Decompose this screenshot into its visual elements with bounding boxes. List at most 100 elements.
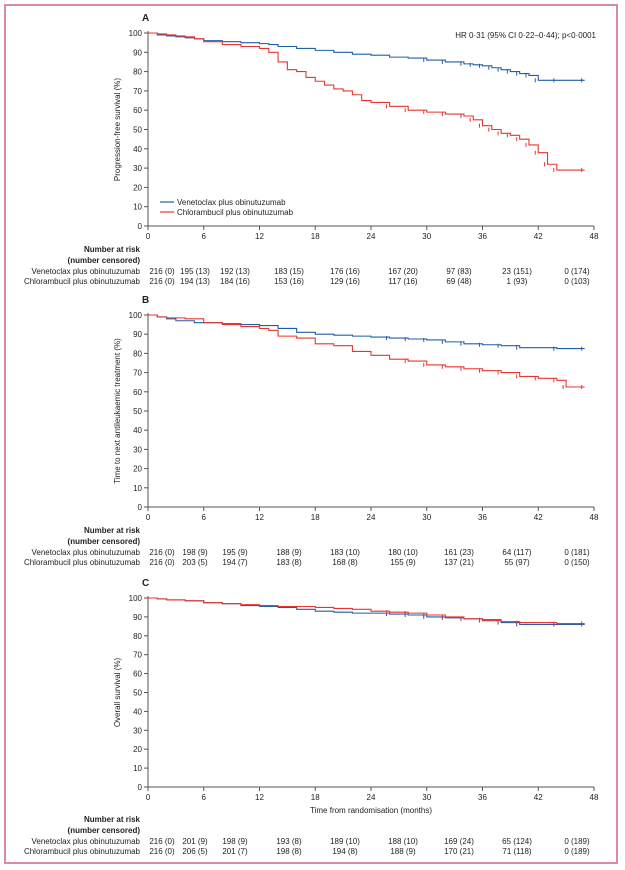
risk-cell: 0 (181) — [564, 548, 590, 557]
y-tick-label: 90 — [133, 48, 142, 57]
y-tick-label: 40 — [133, 145, 142, 154]
risk-cell: 194 (7) — [222, 558, 248, 567]
x-tick-label: 6 — [202, 793, 207, 802]
risk-cell: 188 (9) — [276, 548, 302, 557]
risk-cell: 198 (9) — [182, 548, 208, 557]
km-curve-chlorambucil — [148, 597, 585, 625]
x-tick-label: 36 — [478, 513, 487, 522]
risk-cell: 64 (117) — [502, 548, 532, 557]
risk-cell: 194 (8) — [332, 847, 358, 856]
risk-cell: 117 (16) — [388, 277, 418, 286]
risk-cell: 69 (48) — [446, 277, 472, 286]
risk-cell: 201 (9) — [182, 837, 208, 846]
x-tick-label: 48 — [590, 513, 599, 522]
y-tick-label: 50 — [133, 689, 142, 698]
y-tick-label: 70 — [133, 87, 142, 96]
x-tick-label: 18 — [311, 232, 320, 241]
km-curve-chlorambucil — [148, 314, 585, 388]
panel-label: C — [142, 578, 149, 589]
y-tick-label: 70 — [133, 651, 142, 660]
y-tick-label: 40 — [133, 707, 142, 716]
x-tick-label: 18 — [311, 793, 320, 802]
y-tick-label: 80 — [133, 68, 142, 77]
y-tick-label: 50 — [133, 126, 142, 135]
x-tick-label: 12 — [255, 513, 264, 522]
risk-cell: 195 (9) — [222, 548, 248, 557]
risk-cell: 137 (21) — [444, 558, 474, 567]
y-tick-label: 30 — [133, 164, 142, 173]
risk-cell: 129 (16) — [330, 277, 360, 286]
km-curve-venetoclax — [148, 32, 585, 81]
hazard-ratio-annotation: HR 0·31 (95% CI 0·22–0·44); p<0·0001 — [455, 31, 596, 40]
y-tick-label: 90 — [133, 330, 142, 339]
risk-cell: 201 (7) — [222, 847, 248, 856]
risk-cell: 0 (150) — [564, 558, 590, 567]
risk-cell: 0 (189) — [564, 847, 590, 856]
x-tick-label: 0 — [146, 232, 151, 241]
x-tick-label: 6 — [202, 513, 207, 522]
risk-table-subheader: (number censored) — [68, 537, 141, 546]
y-tick-label: 40 — [133, 426, 142, 435]
y-tick-label: 80 — [133, 349, 142, 358]
x-tick-label: 42 — [534, 793, 543, 802]
risk-row-label: Chlorambucil plus obinutuzumab — [24, 558, 141, 567]
y-tick-label: 70 — [133, 369, 142, 378]
x-tick-label: 12 — [255, 232, 264, 241]
risk-cell: 169 (24) — [444, 837, 474, 846]
risk-row-label: Venetoclax plus obinutuzumab — [31, 548, 140, 557]
risk-cell: 0 (189) — [564, 837, 590, 846]
y-tick-label: 20 — [133, 183, 142, 192]
y-tick-label: 80 — [133, 632, 142, 641]
risk-row-label: Chlorambucil plus obinutuzumab — [24, 847, 141, 856]
risk-cell: 170 (21) — [444, 847, 474, 856]
panel-label: B — [142, 295, 149, 306]
x-axis-label: Time from randomisation (months) — [310, 806, 432, 815]
x-tick-label: 48 — [590, 793, 599, 802]
risk-cell: 216 (0) — [149, 277, 175, 286]
y-tick-label: 100 — [129, 311, 143, 320]
x-tick-label: 24 — [367, 513, 376, 522]
y-axis-label: Overall survival (%) — [113, 657, 122, 727]
risk-cell: 176 (16) — [330, 267, 360, 276]
risk-cell: 71 (118) — [502, 847, 532, 856]
risk-cell: 97 (83) — [446, 267, 472, 276]
risk-cell: 188 (10) — [388, 837, 418, 846]
x-tick-label: 0 — [146, 793, 151, 802]
y-axis-label: Time to next antileukaemic treatment (%) — [113, 338, 122, 484]
risk-table-header: Number at risk — [84, 815, 141, 824]
risk-cell: 183 (15) — [274, 267, 304, 276]
risk-cell: 183 (10) — [330, 548, 360, 557]
y-tick-label: 0 — [138, 222, 143, 231]
risk-row-label: Chlorambucil plus obinutuzumab — [24, 277, 141, 286]
x-tick-label: 24 — [367, 232, 376, 241]
risk-cell: 1 (93) — [507, 277, 528, 286]
y-tick-label: 30 — [133, 726, 142, 735]
legend-label: Chlorambucil plus obinutuzumab — [177, 208, 294, 217]
risk-cell: 206 (5) — [182, 847, 208, 856]
y-tick-label: 50 — [133, 407, 142, 416]
y-tick-label: 10 — [133, 484, 142, 493]
risk-table-header: Number at risk — [84, 526, 141, 535]
risk-cell: 216 (0) — [149, 267, 175, 276]
risk-cell: 23 (151) — [502, 267, 532, 276]
y-tick-label: 60 — [133, 670, 142, 679]
risk-cell: 65 (124) — [502, 837, 532, 846]
y-tick-label: 60 — [133, 388, 142, 397]
risk-cell: 216 (0) — [149, 548, 175, 557]
risk-cell: 168 (8) — [332, 558, 358, 567]
panel-label: A — [142, 13, 149, 24]
x-tick-label: 6 — [202, 232, 207, 241]
x-tick-label: 24 — [367, 793, 376, 802]
risk-table-subheader: (number censored) — [68, 256, 141, 265]
y-tick-label: 100 — [129, 594, 143, 603]
y-tick-label: 0 — [138, 783, 143, 792]
risk-row-label: Venetoclax plus obinutuzumab — [31, 837, 140, 846]
risk-cell: 198 (8) — [276, 847, 302, 856]
risk-table-header: Number at risk — [84, 245, 141, 254]
risk-cell: 216 (0) — [149, 558, 175, 567]
risk-cell: 189 (10) — [330, 837, 360, 846]
risk-cell: 192 (13) — [220, 267, 250, 276]
risk-cell: 195 (13) — [180, 267, 210, 276]
x-tick-label: 12 — [255, 793, 264, 802]
